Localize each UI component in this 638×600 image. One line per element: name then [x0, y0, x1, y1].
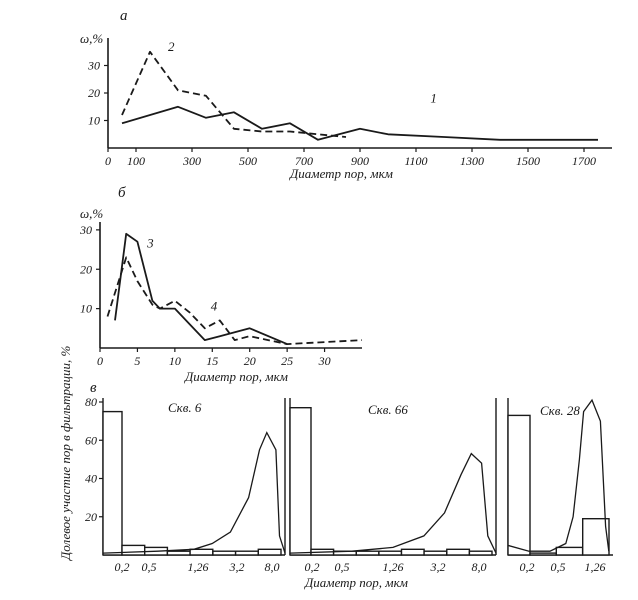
bar	[507, 414, 531, 556]
series-line-1	[121, 105, 598, 141]
y-tick-label: 40	[85, 472, 97, 486]
y-tick-label: 30	[87, 59, 100, 73]
x-tick-label: 900	[351, 154, 369, 168]
x-tick-label: 1,26	[585, 560, 606, 574]
panel-b-ylabel: ω,%	[80, 206, 103, 221]
x-tick-label: 30	[318, 354, 331, 368]
bar	[468, 550, 493, 556]
subplot-title: Скв. 28	[540, 403, 580, 418]
distribution-curve	[102, 431, 286, 554]
x-tick-label: 8,0	[265, 560, 280, 574]
bar	[257, 548, 282, 556]
bar	[189, 548, 214, 556]
panel-c-xlabel: Диаметр пор, мкм	[303, 575, 408, 590]
series-label-1: 1	[430, 91, 437, 106]
y-tick-label: 80	[85, 395, 97, 409]
panel-a-xlabel: Диаметр пор, мкм	[288, 166, 393, 181]
x-tick-label: 20	[244, 354, 256, 368]
subplot-2: Скв. 66 0,2 0,5 1,26 3,2 8,0	[289, 398, 497, 574]
x-tick-label: 700	[295, 154, 313, 168]
panel-c-letter: в	[90, 380, 97, 396]
bar	[289, 407, 312, 556]
panel-b-xlabel: Диаметр пор, мкм	[183, 369, 288, 384]
series-label-2: 2	[168, 39, 175, 54]
x-tick-label: 1,26	[383, 560, 404, 574]
subplot-1: Скв. 6 0,2 0,5 1,26 3,2 8,0	[102, 398, 286, 574]
panel-a: а ω,% 10 20 30 0 100 300 500 700 900 1100 1300 150…	[80, 8, 612, 181]
panel-a-letter: а	[120, 8, 128, 24]
x-tick-label: 0,5	[551, 560, 566, 574]
x-tick-label: 15	[206, 354, 218, 368]
bar	[423, 550, 448, 556]
panel-c: в Долевое участие пор в фильтрации, % 20…	[58, 345, 613, 590]
x-tick-label: 1300	[460, 154, 484, 168]
x-tick-label: 100	[127, 154, 145, 168]
x-tick-label: 1100	[404, 154, 427, 168]
x-tick-label: 1500	[516, 154, 540, 168]
panel-a-series: 12	[121, 39, 598, 141]
panel-c-ylabel: Долевое участие пор в фильтрации, %	[58, 345, 73, 562]
bar	[355, 550, 380, 556]
panel-a-x-ticks: 0 100 300 500 700 900 1100 1300 1500 1700	[105, 148, 596, 168]
x-tick-label: 3,2	[229, 560, 245, 574]
y-tick-label: 20	[85, 510, 97, 524]
bar	[400, 548, 425, 556]
x-tick-label: 0	[97, 354, 103, 368]
x-tick-label: 25	[281, 354, 293, 368]
bar	[102, 410, 123, 556]
bar	[529, 552, 557, 556]
distribution-curve	[507, 398, 610, 552]
bar	[582, 518, 610, 556]
bar	[166, 550, 191, 556]
x-tick-label: 300	[182, 154, 201, 168]
x-tick-label: 500	[239, 154, 257, 168]
subplot-title: Скв. 66	[368, 402, 408, 417]
x-tick-label: 1,26	[188, 560, 209, 574]
subplot-title: Скв. 6	[168, 400, 202, 415]
x-tick-label: 0,2	[115, 560, 130, 574]
x-tick-label: 0,2	[305, 560, 320, 574]
y-tick-label: 30	[79, 223, 92, 237]
panel-c-y-ticks: 20 40 60 80	[85, 395, 103, 524]
panel-b-y-ticks: 10 20 30	[79, 223, 100, 316]
series-label-4: 4	[211, 299, 218, 314]
panel-b-x-ticks: 0 5 10 15 20 25 30	[97, 348, 331, 368]
panel-b-letter: б	[118, 185, 126, 201]
panel-b-series: 34	[106, 232, 363, 346]
panel-c-subplots: Скв. 6 0,2 0,5 1,26 3,2 8,0 Скв. 66 0,2 0,5 1,26 3…	[102, 398, 613, 574]
x-tick-label: 10	[169, 354, 181, 368]
series-line-2	[121, 50, 347, 138]
y-tick-label: 60	[85, 433, 97, 447]
y-tick-label: 10	[80, 302, 92, 316]
distribution-curve	[289, 452, 497, 554]
y-tick-label: 20	[80, 262, 92, 276]
bar	[121, 544, 146, 556]
x-tick-label: 0,5	[335, 560, 350, 574]
x-tick-label: 8,0	[472, 560, 487, 574]
x-tick-label: 0	[105, 154, 111, 168]
panel-a-y-ticks: 10 20 30	[87, 59, 108, 128]
bar	[555, 546, 584, 556]
subplot-3: Скв. 28 0,2 0,5 1,26	[507, 398, 613, 574]
panel-a-ylabel: ω,%	[80, 31, 103, 46]
y-tick-label: 10	[88, 114, 100, 128]
series-line-3	[114, 232, 288, 345]
x-tick-label: 0,5	[142, 560, 157, 574]
series-line-4	[106, 256, 363, 346]
x-tick-label: 5	[134, 354, 140, 368]
series-label-3: 3	[146, 236, 154, 251]
x-tick-label: 1700	[572, 154, 596, 168]
y-tick-label: 20	[88, 86, 100, 100]
bar	[212, 550, 237, 556]
x-tick-label: 0,2	[520, 560, 535, 574]
bar	[446, 548, 471, 556]
bar	[234, 550, 260, 556]
x-tick-label: 3,2	[430, 560, 446, 574]
bar	[378, 550, 403, 556]
